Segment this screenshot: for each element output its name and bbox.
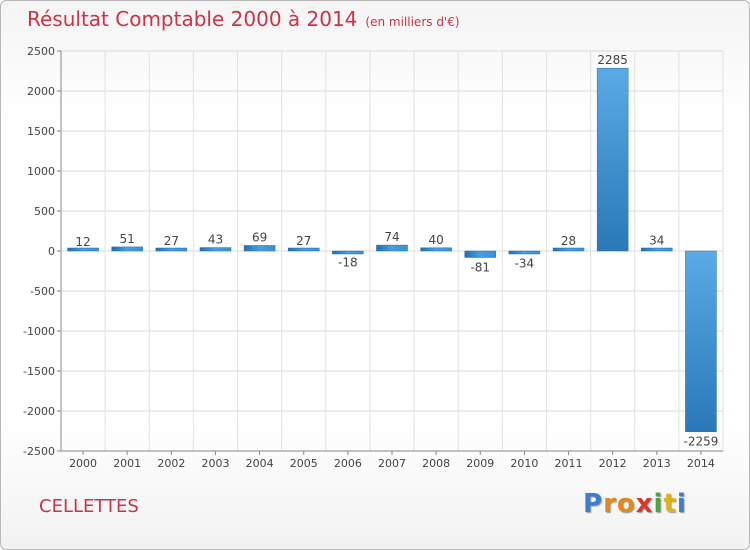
bar: [641, 247, 673, 252]
axis-layer: 2500 2000 1500 1000 500 0 -500 -1000 -1500 -2000 -…: [23, 45, 723, 470]
x-tick-label: 2011: [555, 457, 583, 470]
data-label: 12: [75, 235, 90, 249]
x-tick-label: 2014: [687, 457, 715, 470]
data-label: -34: [515, 257, 535, 271]
bar: [420, 247, 452, 252]
data-label: 40: [428, 233, 443, 247]
x-tick-label: 2009: [466, 457, 494, 470]
y-tick-label: 1500: [27, 125, 55, 138]
bar: [287, 247, 320, 252]
x-tick-label: 2006: [334, 457, 362, 470]
bar: [243, 245, 276, 252]
x-tick-label: 2002: [157, 457, 185, 470]
bar: [552, 247, 585, 252]
y-tick-label: 1000: [27, 165, 55, 178]
bar: [199, 247, 232, 252]
logo-letter: t: [663, 489, 677, 519]
x-tick-label: 2005: [290, 457, 318, 470]
logo-letter: x: [635, 489, 654, 519]
bar: [332, 250, 364, 255]
chart-title: Résultat Comptable 2000 à 2014 (en millie…: [27, 7, 460, 31]
x-tick-label: 2013: [643, 457, 671, 470]
data-label: -2259: [683, 435, 718, 449]
y-tick-label: -2500: [23, 445, 55, 458]
data-label: 43: [208, 233, 223, 247]
y-tick-label: -500: [30, 285, 55, 298]
data-label: 27: [164, 234, 179, 248]
bar: [685, 250, 717, 432]
data-label: 69: [252, 230, 267, 244]
y-tick-label: -2000: [23, 405, 55, 418]
x-tick-label: 2003: [201, 457, 229, 470]
data-label: 2285: [597, 53, 628, 67]
y-tick-label: -1000: [23, 325, 55, 338]
data-label: 51: [120, 232, 135, 246]
bar: [111, 246, 143, 252]
data-label: 27: [296, 234, 311, 248]
logo-letter: r: [603, 489, 617, 519]
bar: [464, 250, 497, 258]
y-tick-label: 2000: [27, 85, 55, 98]
logo-letter: i: [676, 489, 687, 519]
bar: [155, 247, 188, 252]
y-tick-label: 500: [34, 205, 55, 218]
x-tick-label: 2007: [378, 457, 406, 470]
logo-letter: i: [653, 489, 664, 519]
data-label: 74: [384, 230, 399, 244]
commune-name: CELLETTES: [39, 496, 139, 517]
bar: [596, 67, 629, 252]
data-label: -18: [338, 255, 358, 269]
logo-letter: o: [616, 489, 636, 519]
x-tick-label: 2000: [69, 457, 97, 470]
y-tick-label: -1500: [23, 365, 55, 378]
x-tick-label: 2008: [422, 457, 450, 470]
data-label: -81: [470, 260, 490, 274]
bar: [67, 247, 99, 252]
x-tick-label: 2004: [246, 457, 274, 470]
proxiti-logo[interactable]: Proxiti: [583, 489, 687, 519]
label-layer: 12 51 27 43 69 27 -18 74 40 -81 -34 28 2285 34 -2259: [75, 53, 718, 449]
bar: [376, 244, 408, 252]
y-tick-label: 0: [48, 245, 55, 258]
data-label: 34: [649, 233, 664, 247]
chart-subtitle: (en milliers d'€): [365, 15, 460, 29]
data-label: 28: [561, 234, 576, 248]
bar-layer: [67, 67, 717, 432]
chart-title-text: Résultat Comptable 2000 à 2014: [27, 7, 358, 31]
x-tick-label: 2010: [510, 457, 538, 470]
x-tick-label: 2001: [113, 457, 141, 470]
y-tick-label: 2500: [27, 45, 55, 58]
logo-letter: P: [583, 489, 604, 519]
x-tick-label: 2012: [599, 457, 627, 470]
bar: [508, 250, 541, 255]
